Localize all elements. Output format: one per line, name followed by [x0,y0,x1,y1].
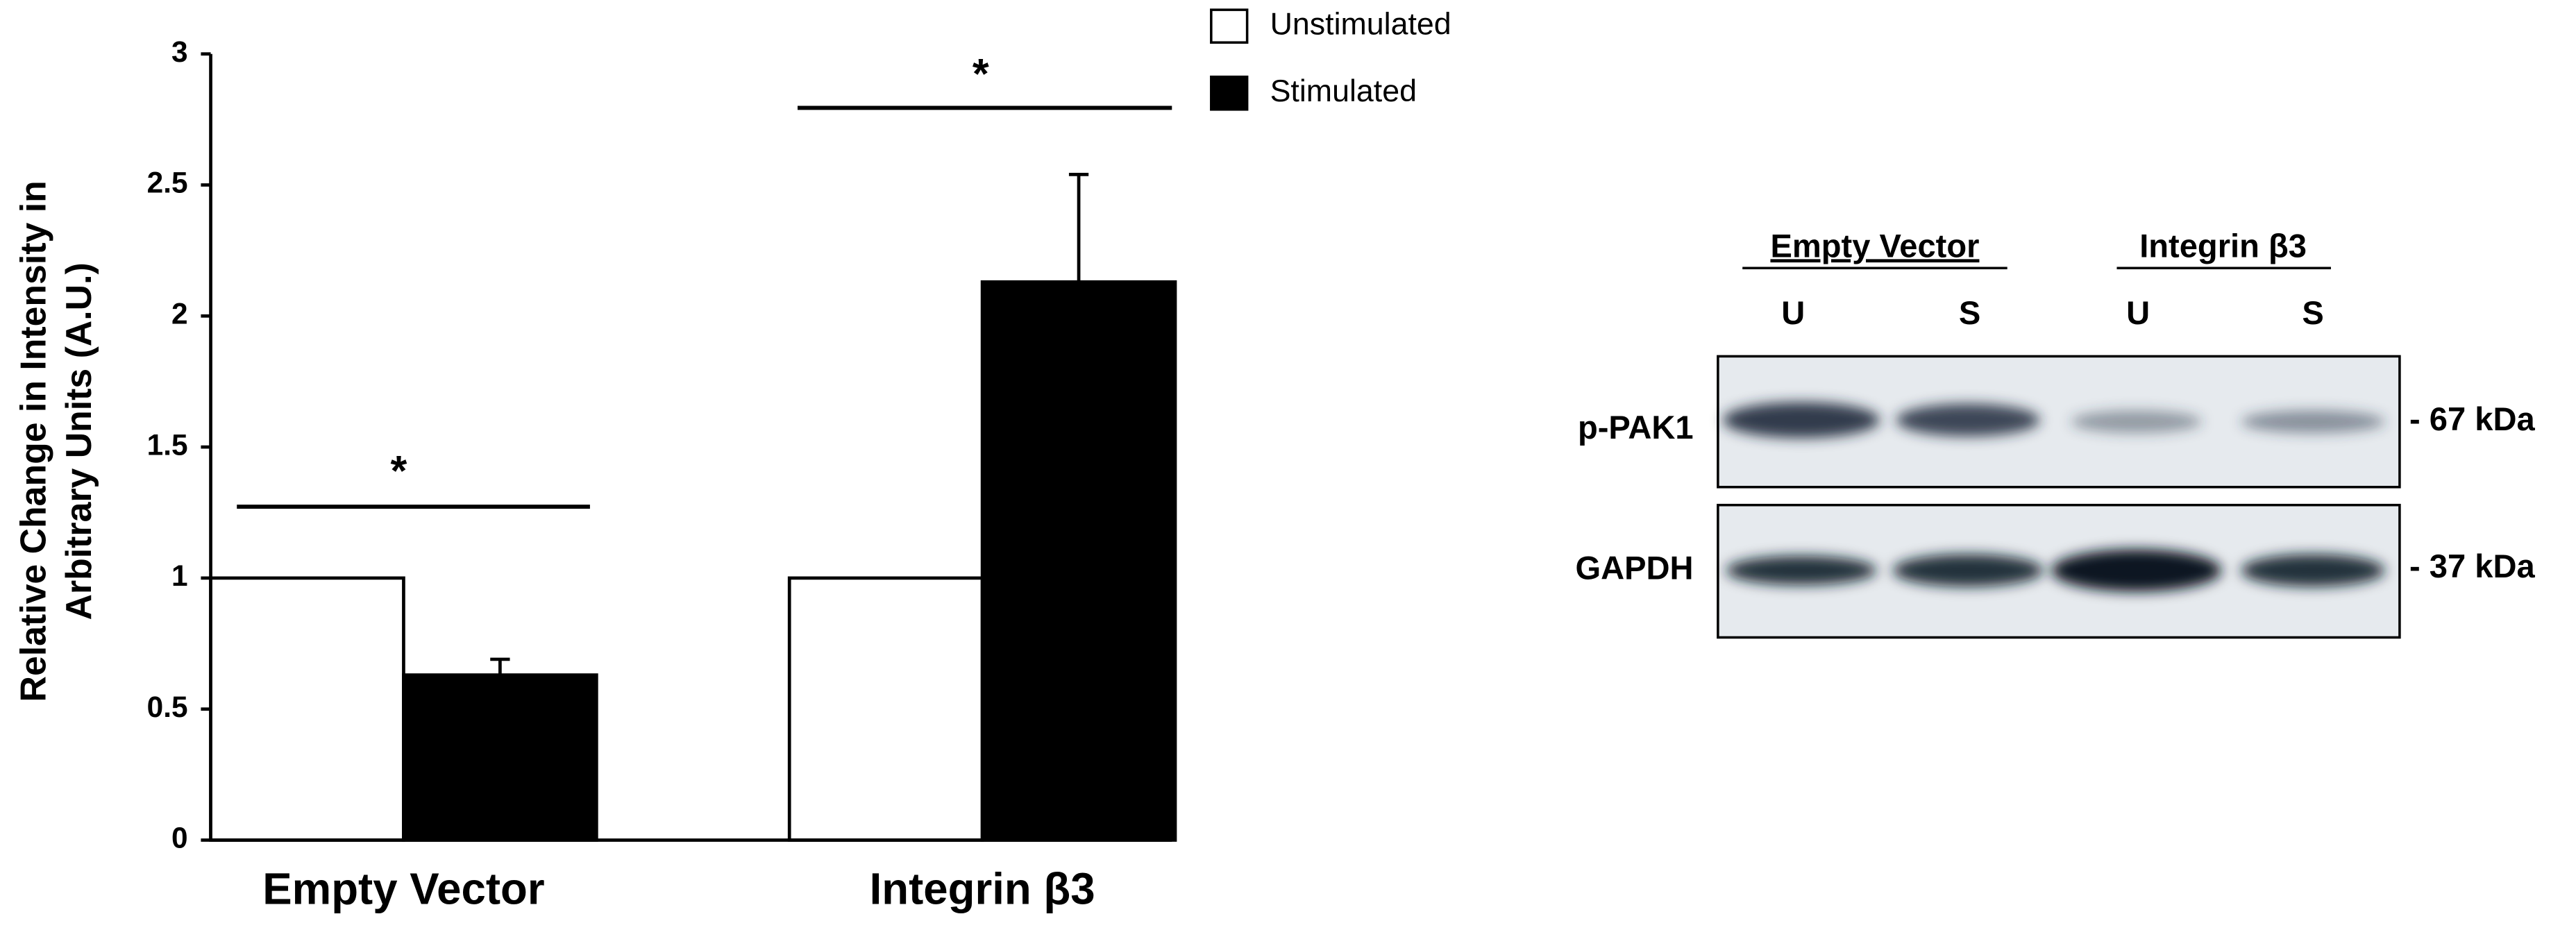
significance-star: * [390,447,407,494]
error-bar [490,657,510,675]
band [1892,554,2044,587]
legend-label: Unstimulated [1270,6,1451,41]
x-tick-label: Integrin β3 [870,865,1095,914]
bar [980,280,1177,842]
error-bar [1068,173,1089,282]
significance-star: * [973,50,989,97]
y-tick-label: 2.5 [147,167,188,199]
band [2071,410,2202,434]
lane-label: S [1959,294,1980,331]
blot-group: Integrin β3 [2139,227,2307,264]
blot-group: Empty Vector [1770,227,1979,264]
size-label: - 67 kDa [2409,400,2535,437]
lane-label: U [1781,294,1805,331]
y-tick-label: 3 [171,35,188,68]
bar [402,673,598,842]
row-label: p-PAK1 [1578,409,1694,446]
legend-swatch [1210,75,1249,111]
y-tick-label: 0 [171,822,188,854]
y-tick-label: 0.5 [147,691,188,723]
y-tick-label: 2 [171,298,188,330]
size-label: - 37 kDa [2409,548,2535,584]
band [2241,410,2385,434]
legend-label: Stimulated [1270,74,1417,108]
y-axis-label: Relative Change in Intensity in Arbitrar… [12,180,99,702]
bands [1722,402,2385,592]
y-tick-label: 1.5 [147,428,188,461]
band [1722,402,1880,439]
y-label-line: Relative Change in Intensity in [12,180,53,702]
bar [787,576,984,842]
band [2241,554,2385,587]
bar [209,576,405,842]
x-tick-label: Empty Vector [262,865,544,914]
y-tick-label: 1 [171,559,188,592]
lane-label: S [2302,294,2323,331]
blot-panel: Empty Vector Integrin β3 U S U S p-PAK1 … [1575,227,2535,639]
y-label-line: Arbitrary Units (A.U.) [58,262,99,620]
lane-label: U [2126,294,2150,331]
legend-swatch [1210,8,1249,44]
band [1896,403,2040,437]
band [2051,549,2222,592]
band [1726,555,1877,586]
row-label: GAPDH [1575,549,1693,586]
